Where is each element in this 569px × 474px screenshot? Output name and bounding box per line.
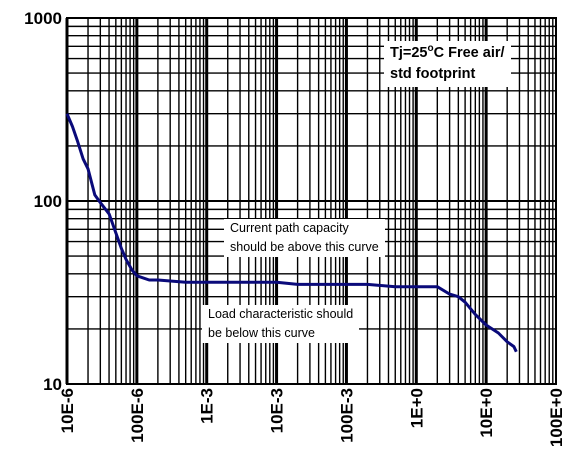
x-tick-label: 1E+0 [407,388,426,428]
x-tick-label: 100E-6 [128,388,147,443]
y-tick-label: 10 [43,375,62,394]
lower-note-line-2: be below this curve [208,326,316,340]
upper-note: Current path capacity should be above th… [224,219,385,257]
x-tick-label: 10E+0 [477,388,496,438]
x-tick-label: 1E-3 [198,388,217,424]
upper-note-line-2: should be above this curve [230,240,379,254]
y-tick-label: 100 [34,192,62,211]
lower-note-line-1: Load characteristic should [208,307,354,321]
conditions-line-1: Tj=25oC Free air/ [390,43,505,61]
x-tick-labels: 10E-6 100E-6 1E-3 10E-3 100E-3 1E+0 10E+0 100E+… [58,388,566,447]
lower-note: Load characteristic should be below this… [202,305,360,343]
series-line [65,113,518,353]
x-tick-label: 10E-6 [58,388,77,433]
conditions-line-2: std footprint [390,66,476,82]
plot-frame [66,17,557,385]
y-tick-label: 1000 [24,9,62,28]
upper-note-line-1: Current path capacity [230,221,349,235]
x-tick-label: 10E-3 [268,388,287,433]
conditions-annotation: Tj=25oC Free air/ std footprint [384,41,511,87]
y-tick-labels: 10 100 1000 [24,9,62,394]
x-tick-label: 100E+0 [547,388,566,447]
x-tick-label: 100E-3 [337,388,356,443]
